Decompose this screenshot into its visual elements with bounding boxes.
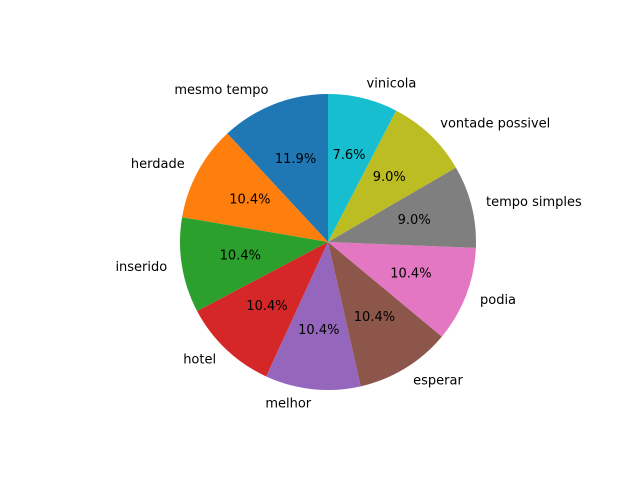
pie-slice-mesmo-tempo: [227, 94, 328, 242]
slice-label-vontade-possivel: vontade possivel: [440, 117, 550, 132]
pie-slice-hotel: [197, 242, 328, 377]
pie-slice-melhor: [266, 242, 361, 391]
pie-slice-herdade: [182, 133, 328, 242]
slice-label-inserido: inserido: [115, 260, 167, 275]
slice-percent-podia: 10.4%: [390, 266, 431, 281]
labels-layer: mesmo tempo 11.9% herdade 10.4% inserido 10.4…: [115, 76, 582, 411]
slice-percent-hotel: 10.4%: [246, 299, 287, 314]
pie-slice-podia: [328, 242, 476, 337]
pie-slice-vontade-possivel: [328, 110, 456, 242]
slice-percent-vontade-possivel: 9.0%: [373, 170, 406, 185]
slice-label-herdade: herdade: [131, 157, 185, 172]
slice-percent-inserido: 10.4%: [220, 249, 261, 264]
slice-label-esperar: esperar: [413, 373, 463, 388]
pie-slice-inserido: [179, 217, 328, 312]
pie-slice-vinicola: [328, 94, 397, 242]
pie-slice-esperar: [328, 242, 442, 387]
pie-slice-tempo-simples: [328, 167, 477, 248]
slice-percent-vinicola: 7.6%: [333, 148, 366, 163]
slice-percent-mesmo-tempo: 11.9%: [275, 152, 316, 167]
slice-label-hotel: hotel: [183, 353, 216, 368]
slice-percent-herdade: 10.4%: [229, 192, 270, 207]
slice-label-tempo-simples: tempo simples: [486, 195, 582, 210]
slice-percent-tempo-simples: 9.0%: [398, 213, 431, 228]
slice-label-podia: podia: [480, 293, 516, 308]
slice-percent-esperar: 10.4%: [354, 310, 395, 325]
slice-percent-melhor: 10.4%: [298, 323, 339, 338]
slice-label-mesmo-tempo: mesmo tempo: [174, 83, 268, 98]
slice-label-melhor: melhor: [265, 396, 311, 411]
slice-label-vinicola: vinicola: [367, 76, 417, 91]
slices-layer: [179, 94, 477, 391]
